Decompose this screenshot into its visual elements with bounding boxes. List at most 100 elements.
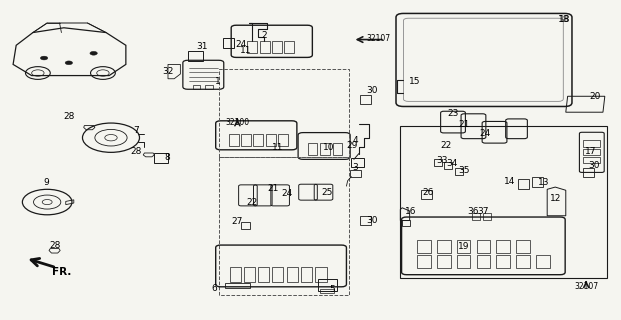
- Bar: [417, 255, 431, 268]
- Text: 10: 10: [324, 143, 335, 152]
- Text: 20: 20: [590, 92, 601, 101]
- Bar: [445, 162, 451, 169]
- Text: 15: 15: [409, 77, 420, 86]
- Bar: [315, 268, 327, 282]
- Text: 2: 2: [261, 31, 267, 40]
- Text: 33: 33: [436, 156, 448, 165]
- Bar: [583, 157, 601, 163]
- Bar: [456, 240, 470, 253]
- Circle shape: [90, 51, 97, 55]
- Bar: [155, 153, 168, 163]
- Bar: [496, 240, 510, 253]
- Text: 28: 28: [63, 112, 75, 121]
- Text: 36: 36: [467, 207, 479, 216]
- Bar: [435, 159, 442, 166]
- Text: 22: 22: [247, 197, 258, 206]
- Bar: [476, 255, 490, 268]
- Text: 32100: 32100: [225, 118, 250, 127]
- Bar: [272, 268, 283, 282]
- Text: 21: 21: [458, 120, 470, 129]
- Bar: [455, 168, 463, 175]
- Text: 32: 32: [162, 67, 174, 76]
- Bar: [241, 222, 250, 229]
- Bar: [301, 268, 312, 282]
- Text: 35: 35: [458, 166, 470, 175]
- Text: 37: 37: [477, 207, 489, 216]
- Bar: [241, 133, 251, 146]
- Text: 30: 30: [367, 216, 378, 225]
- Bar: [278, 133, 288, 146]
- Bar: [360, 95, 371, 104]
- Text: 29: 29: [347, 141, 358, 150]
- Bar: [516, 255, 530, 268]
- Text: 17: 17: [585, 147, 596, 156]
- Bar: [284, 41, 294, 53]
- Text: 6: 6: [212, 284, 217, 292]
- Text: 3: 3: [352, 164, 358, 172]
- Text: 18: 18: [558, 15, 569, 24]
- Text: 24: 24: [235, 40, 247, 49]
- Bar: [320, 289, 334, 293]
- Bar: [583, 168, 594, 177]
- Text: 34: 34: [446, 159, 458, 168]
- Text: 24: 24: [479, 129, 491, 138]
- Text: 32107: 32107: [574, 282, 598, 291]
- Bar: [476, 240, 490, 253]
- Bar: [258, 268, 269, 282]
- Text: 30: 30: [367, 86, 378, 95]
- Text: 11: 11: [272, 143, 283, 152]
- Bar: [532, 177, 543, 187]
- Bar: [583, 140, 601, 147]
- Text: 28: 28: [50, 241, 61, 250]
- Bar: [417, 240, 431, 253]
- Bar: [536, 255, 550, 268]
- Text: 27: 27: [232, 217, 243, 226]
- Text: 31: 31: [196, 42, 208, 52]
- Text: 7: 7: [133, 126, 138, 135]
- Text: 26: 26: [422, 188, 434, 197]
- Bar: [229, 133, 238, 146]
- Bar: [583, 148, 601, 155]
- Text: 4: 4: [352, 136, 358, 145]
- Text: 32107: 32107: [366, 35, 391, 44]
- Text: 8: 8: [164, 153, 170, 162]
- Bar: [437, 240, 450, 253]
- Bar: [456, 255, 470, 268]
- Text: 5: 5: [329, 284, 335, 293]
- Text: 13: 13: [538, 178, 549, 187]
- Bar: [230, 268, 241, 282]
- Bar: [205, 85, 212, 89]
- Bar: [350, 170, 361, 177]
- Bar: [471, 213, 480, 220]
- Text: 11: 11: [240, 45, 251, 55]
- Bar: [225, 283, 250, 288]
- Text: 24: 24: [281, 189, 292, 198]
- Bar: [272, 41, 282, 53]
- Text: 16: 16: [405, 207, 417, 216]
- Bar: [360, 216, 371, 225]
- Bar: [222, 38, 233, 49]
- Bar: [437, 255, 450, 268]
- Bar: [496, 255, 510, 268]
- Bar: [518, 179, 529, 189]
- Bar: [351, 158, 364, 167]
- Text: 9: 9: [43, 179, 49, 188]
- Bar: [287, 268, 298, 282]
- Text: 19: 19: [458, 242, 470, 251]
- Bar: [402, 220, 410, 226]
- Bar: [483, 213, 491, 220]
- Bar: [516, 240, 530, 253]
- Text: 21: 21: [268, 184, 279, 193]
- Text: FR.: FR.: [52, 267, 71, 277]
- Bar: [318, 278, 337, 291]
- Bar: [243, 268, 255, 282]
- Bar: [260, 41, 270, 53]
- Text: 18: 18: [559, 15, 570, 24]
- Text: 30: 30: [589, 161, 600, 170]
- Text: 23: 23: [447, 109, 459, 118]
- Text: 14: 14: [504, 177, 515, 186]
- Text: 28: 28: [130, 147, 142, 156]
- Bar: [247, 41, 257, 53]
- Circle shape: [65, 61, 73, 65]
- Circle shape: [40, 56, 48, 60]
